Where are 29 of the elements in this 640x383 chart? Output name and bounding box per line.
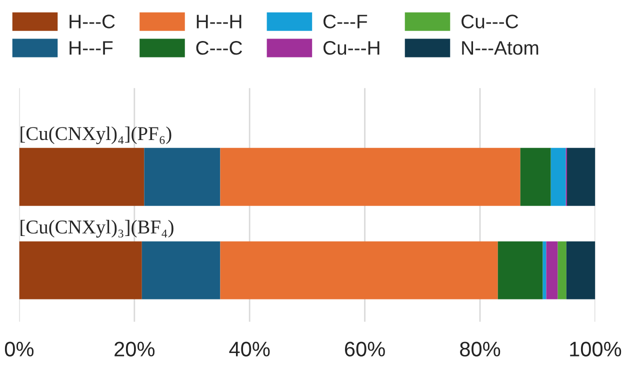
bar <box>19 241 142 300</box>
bar <box>220 148 520 206</box>
bar <box>498 241 543 300</box>
bar <box>520 148 551 206</box>
bar <box>546 241 558 300</box>
legend-label: Cu---C <box>462 14 518 28</box>
x-tick-label: 60% <box>345 342 385 356</box>
bar <box>220 241 498 300</box>
x-tick-label: 100% <box>570 342 622 356</box>
legend-label: H---F <box>70 41 113 55</box>
y-tick-label: [Cu(CNXyl)₃](BF₄) <box>20 220 174 238</box>
legend-label: C---F <box>324 14 368 28</box>
legend-label: C---C <box>196 41 242 55</box>
bar <box>566 241 596 300</box>
bar <box>142 241 220 300</box>
x-tick-label: 0% <box>4 342 34 356</box>
legend-label: N---Atom <box>462 41 538 55</box>
legend-label: H---H <box>196 14 242 28</box>
y-tick-label: [Cu(CNXyl)₄](PF₆) <box>20 126 172 144</box>
legend-label: Cu---H <box>324 41 380 55</box>
x-tick-label: 40% <box>229 342 270 356</box>
x-tick-label: 20% <box>114 342 155 356</box>
bar <box>144 148 220 206</box>
x-tick-label: 80% <box>460 342 500 356</box>
bar <box>550 148 566 206</box>
bar <box>19 148 144 206</box>
bar <box>566 148 596 206</box>
legend-label: H---C <box>70 14 115 28</box>
bar <box>558 241 566 300</box>
